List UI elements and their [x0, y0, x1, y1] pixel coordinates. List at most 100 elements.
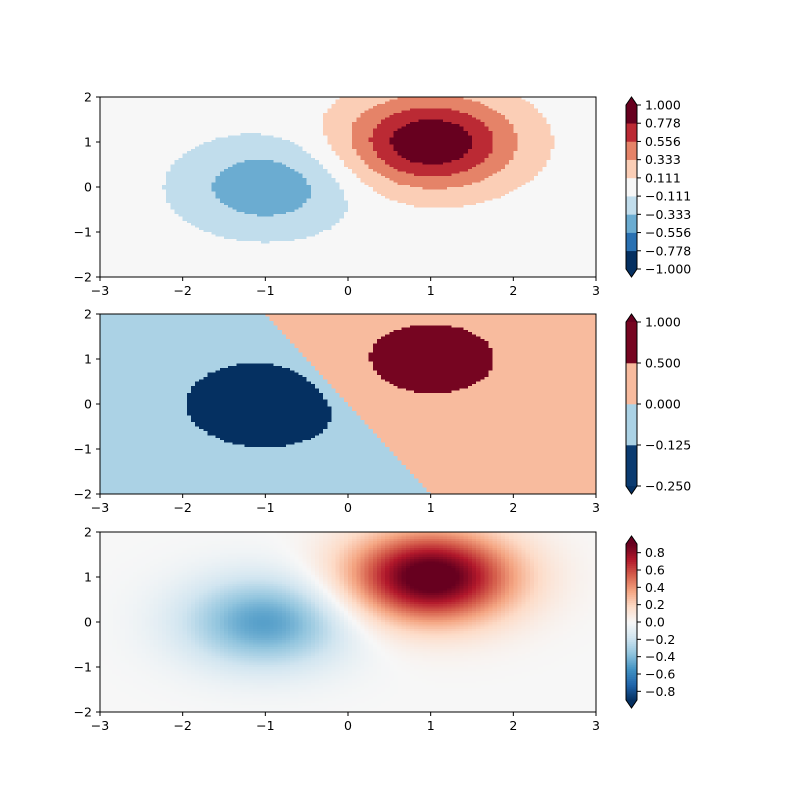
x-tick-label: −2	[173, 283, 191, 298]
colorbar-segment	[626, 610, 637, 613]
colorbar-tick-label: −0.125	[645, 438, 691, 453]
y-tick-label: 1	[84, 135, 92, 150]
x-tick-label: 0	[344, 500, 352, 515]
colorbar-tick-label: 0.8	[645, 545, 665, 560]
colorbar-tick-label: −0.6	[645, 667, 675, 682]
colorbar-segment	[626, 563, 637, 566]
colorbar-segment	[626, 606, 637, 609]
colorbar-segment	[626, 670, 637, 674]
colorbar-segment	[626, 674, 637, 677]
colorbar-segment	[626, 631, 637, 635]
heatmap-image-2	[100, 314, 596, 494]
colorbar-segment	[626, 553, 637, 557]
colorbar-segment	[626, 662, 637, 666]
colorbar-segment	[626, 686, 637, 689]
colorbar-tick-label: −0.2	[645, 632, 675, 647]
colorbar-segment	[626, 614, 637, 617]
colorbar-segment	[626, 571, 637, 574]
x-tick-label: 1	[427, 283, 435, 298]
colorbar-extend-max	[626, 536, 637, 544]
colorbar-segment	[626, 141, 637, 160]
colorbar-segment	[626, 612, 637, 615]
colorbar-segment	[626, 105, 637, 124]
y-tick-label: 2	[84, 307, 92, 322]
colorbar-segment	[626, 581, 637, 584]
colorbar-segment	[626, 696, 637, 699]
colorbar-segment	[626, 637, 637, 640]
x-tick-label: 2	[509, 283, 517, 298]
colorbar-segment	[626, 698, 637, 701]
x-tick-label: 3	[592, 283, 600, 298]
colorbar-segment	[626, 655, 637, 658]
x-tick-label: 0	[344, 283, 352, 298]
heatmap-image-1	[100, 97, 596, 277]
colorbar-tick-label: 0.778	[645, 116, 681, 131]
colorbar-extend-min	[626, 269, 637, 277]
colorbar-tick-label: 0.2	[645, 597, 665, 612]
y-tick-label: 2	[84, 90, 92, 105]
colorbar-segment	[626, 561, 637, 564]
colorbar-segment	[626, 404, 637, 446]
colorbar-extend-min	[626, 486, 637, 494]
colorbar-segment	[626, 600, 637, 603]
colorbar-tick-label: 0.6	[645, 563, 665, 578]
colorbar-tick-label: −0.778	[645, 243, 691, 258]
colorbar-segment	[626, 579, 637, 582]
colorbar-tick-label: 0.111	[645, 170, 681, 185]
colorbar-segment	[626, 633, 637, 637]
colorbar-segment	[626, 647, 637, 650]
y-tick-label: 0	[84, 397, 92, 412]
colorbar-segment	[626, 567, 637, 570]
colorbar-segment	[626, 635, 637, 638]
y-tick-label: 1	[84, 352, 92, 367]
x-tick-label: 2	[509, 500, 517, 515]
x-tick-label: −1	[256, 718, 274, 733]
colorbar-segment	[626, 608, 637, 611]
colorbar-segment	[626, 250, 637, 270]
colorbar-tick-label: 0.500	[645, 356, 681, 371]
colorbar-segment	[626, 682, 637, 685]
colorbar-tick-label: 1.000	[645, 98, 681, 113]
y-tick-label: −1	[74, 442, 92, 457]
colorbar-segment	[626, 583, 637, 586]
colorbar-tick-label: −0.333	[645, 207, 691, 222]
colorbar-tick-label: −0.4	[645, 649, 675, 664]
colorbar-segment	[626, 649, 637, 652]
colorbar-segment	[626, 666, 637, 670]
x-tick-label: 0	[344, 718, 352, 733]
colorbar-segment	[626, 544, 637, 547]
colorbar-3: 0.8 0.6 0.4 0.2 0.0 −0.2 −0.4 −0.6 −0.8	[625, 535, 675, 709]
colorbar-segment	[626, 214, 637, 233]
colorbar-segment	[626, 549, 637, 553]
colorbar-1: 1.000 0.778 0.556 0.333 0.111 −0.111 −0.333 −0.…	[625, 96, 691, 278]
y-tick-label: −2	[74, 270, 92, 285]
colorbar-segment	[626, 586, 637, 590]
colorbar-segment	[626, 657, 637, 660]
colorbar-segment	[626, 688, 637, 691]
y-tick-label: −1	[74, 660, 92, 675]
colorbar-extend-max	[626, 314, 637, 322]
colorbar-tick-label: 0.333	[645, 152, 681, 167]
colorbar-tick-label: −0.111	[645, 189, 691, 204]
colorbar-segment	[626, 627, 637, 631]
colorbar-tick-label: 0.556	[645, 134, 681, 149]
x-tick-label: −3	[91, 500, 109, 515]
y-tick-label: −1	[74, 225, 92, 240]
x-tick-label: 1	[427, 718, 435, 733]
colorbar-segment	[626, 577, 637, 580]
colorbar-outline	[625, 535, 638, 709]
colorbar-segment	[626, 659, 637, 662]
colorbar-segment	[626, 555, 637, 559]
colorbar-segment	[626, 569, 637, 572]
y-tick-label: −2	[74, 705, 92, 720]
colorbar-segment	[626, 196, 637, 215]
colorbar-tick-label: 1.000	[645, 315, 681, 330]
x-tick-label: −1	[256, 283, 274, 298]
colorbar-segment	[626, 557, 637, 560]
colorbar-segment	[626, 629, 637, 633]
colorbar-tick-label: 0.0	[645, 615, 665, 630]
colorbar-segment	[626, 123, 637, 142]
